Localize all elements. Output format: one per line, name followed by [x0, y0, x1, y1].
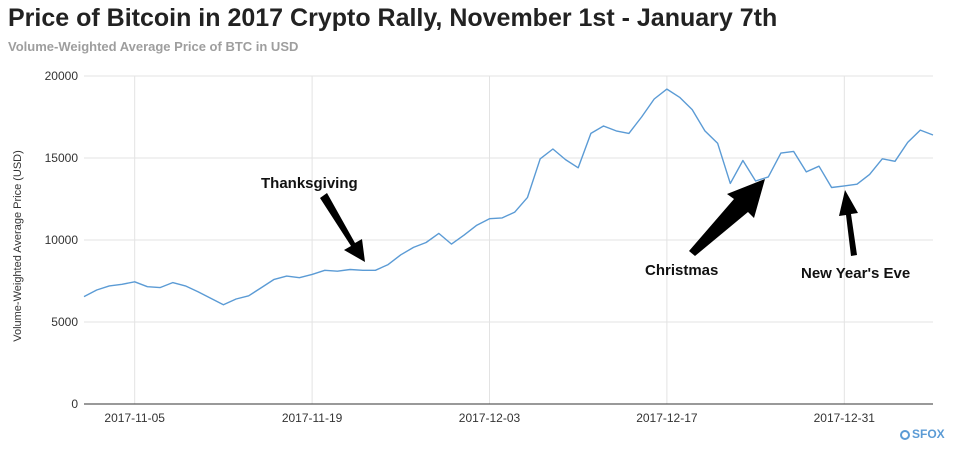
annotation-label-new-years-eve: New Year's Eve [801, 265, 910, 282]
chart-title: Price of Bitcoin in 2017 Crypto Rally, N… [8, 4, 778, 32]
chart-subtitle: Volume-Weighted Average Price of BTC in … [8, 39, 299, 54]
annotation-label-christmas: Christmas [645, 262, 718, 279]
x-tick-label: 2017-12-03 [459, 411, 521, 425]
x-tick-label: 2017-11-05 [104, 411, 165, 425]
sfox-logo: SFOX [900, 427, 945, 441]
logo-text: SFOX [912, 427, 945, 441]
annotation-new-years-eve: New Year's Eve [801, 190, 910, 282]
y-tick-label: 5000 [51, 315, 78, 329]
y-tick-label: 10000 [45, 233, 79, 247]
arrow-icon [320, 193, 365, 262]
arrow-icon [839, 190, 858, 256]
y-tick-label: 20000 [45, 69, 79, 83]
x-tick-label: 2017-11-19 [282, 411, 343, 425]
x-tick-label: 2017-12-31 [814, 411, 876, 425]
annotation-christmas: Christmas [645, 179, 765, 279]
y-tick-label: 15000 [45, 151, 79, 165]
btc-price-line [83, 88, 934, 306]
arrow-icon [689, 179, 765, 256]
horizontal-gridlines [84, 75, 933, 323]
logo-icon [900, 430, 910, 440]
y-axis-label: Volume-Weighted Average Price (USD) [12, 150, 24, 342]
y-tick-label: 0 [71, 397, 78, 411]
x-tick-label: 2017-12-17 [636, 411, 698, 425]
x-axis-ticks: 2017-11-05 2017-11-19 2017-12-03 2017-12-17… [104, 411, 875, 425]
y-axis-ticks: 0 5000 10000 15000 20000 [45, 69, 79, 411]
annotation-thanksgiving: Thanksgiving [261, 175, 365, 262]
annotation-label-thanksgiving: Thanksgiving [261, 175, 358, 192]
